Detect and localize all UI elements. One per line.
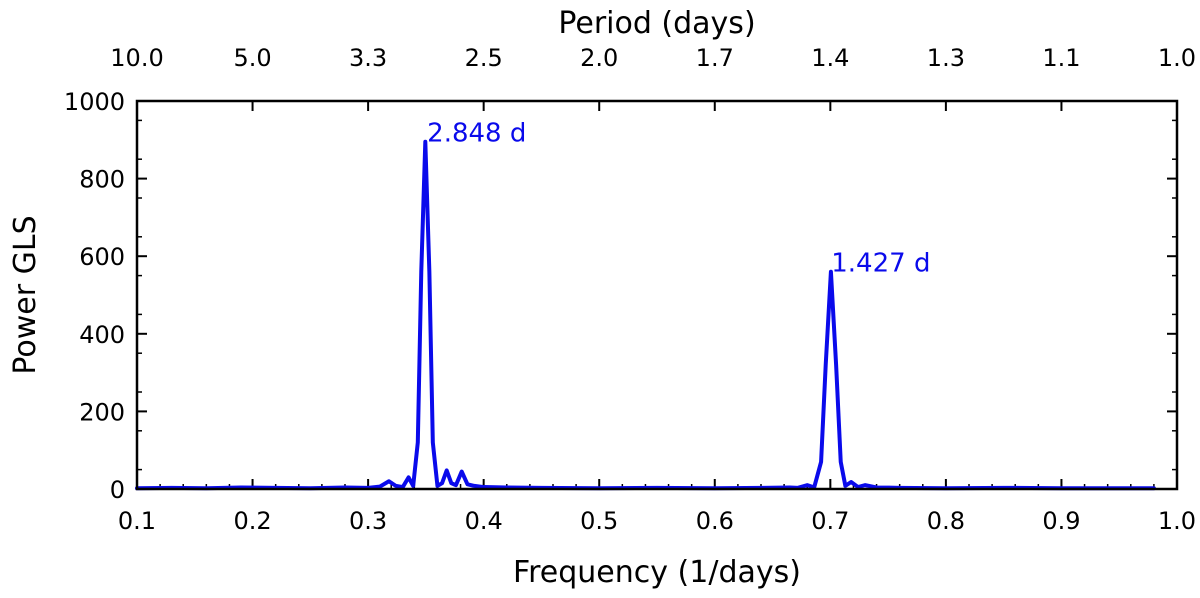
top-axis-label: Period (days) — [558, 6, 755, 41]
y-tick-label: 1000 — [64, 88, 125, 116]
top-tick-label: 10.0 — [110, 44, 163, 72]
x-tick-label: 0.4 — [465, 507, 503, 535]
y-tick-label: 800 — [79, 166, 125, 194]
top-tick-label: 5.0 — [233, 44, 271, 72]
top-tick-label: 1.7 — [696, 44, 734, 72]
top-tick-label: 2.0 — [580, 44, 618, 72]
peak-annotation: 1.427 d — [831, 249, 930, 279]
plot-frame — [135, 99, 1179, 491]
series-line — [135, 139, 1156, 491]
y-axis-label: Power GLS — [8, 215, 43, 374]
x-axis-label: Frequency (1/days) — [513, 555, 801, 590]
series-layer — [135, 139, 1156, 491]
y-tick-label: 600 — [79, 243, 125, 271]
x-tick-label: 0.7 — [811, 507, 849, 535]
top-period-axis: 10.0 5.0 3.3 2.5 2.0 1.7 1.4 1.3 1.1 1.0 — [110, 44, 1196, 72]
top-tick-label: 1.3 — [927, 44, 965, 72]
y-tick-label: 200 — [79, 398, 125, 426]
x-tick-label: 0.2 — [233, 507, 271, 535]
top-tick-label: 2.5 — [465, 44, 503, 72]
top-tick-label: 1.1 — [1042, 44, 1080, 72]
x-tick-label: 1.0 — [1158, 507, 1196, 535]
y-tick-label: 0 — [110, 476, 125, 504]
x-tick-label: 0.8 — [927, 507, 965, 535]
x-tick-label: 0.1 — [118, 507, 156, 535]
x-tick-label: 0.3 — [349, 507, 387, 535]
axis-ticks: 0.1 0.2 0.3 0.4 0.5 0.6 0.7 0.8 0.9 1.0 0 200 400 600… — [64, 88, 1196, 535]
y-tick-label: 400 — [79, 321, 125, 349]
peak-annotations: 2.848 d 1.427 d — [427, 119, 930, 279]
top-tick-label: 3.3 — [349, 44, 387, 72]
x-tick-label: 0.6 — [696, 507, 734, 535]
x-tick-label: 0.9 — [1042, 507, 1080, 535]
x-tick-label: 0.5 — [580, 507, 618, 535]
top-tick-label: 1.0 — [1158, 44, 1196, 72]
peak-annotation: 2.848 d — [427, 119, 526, 149]
top-tick-label: 1.4 — [811, 44, 849, 72]
